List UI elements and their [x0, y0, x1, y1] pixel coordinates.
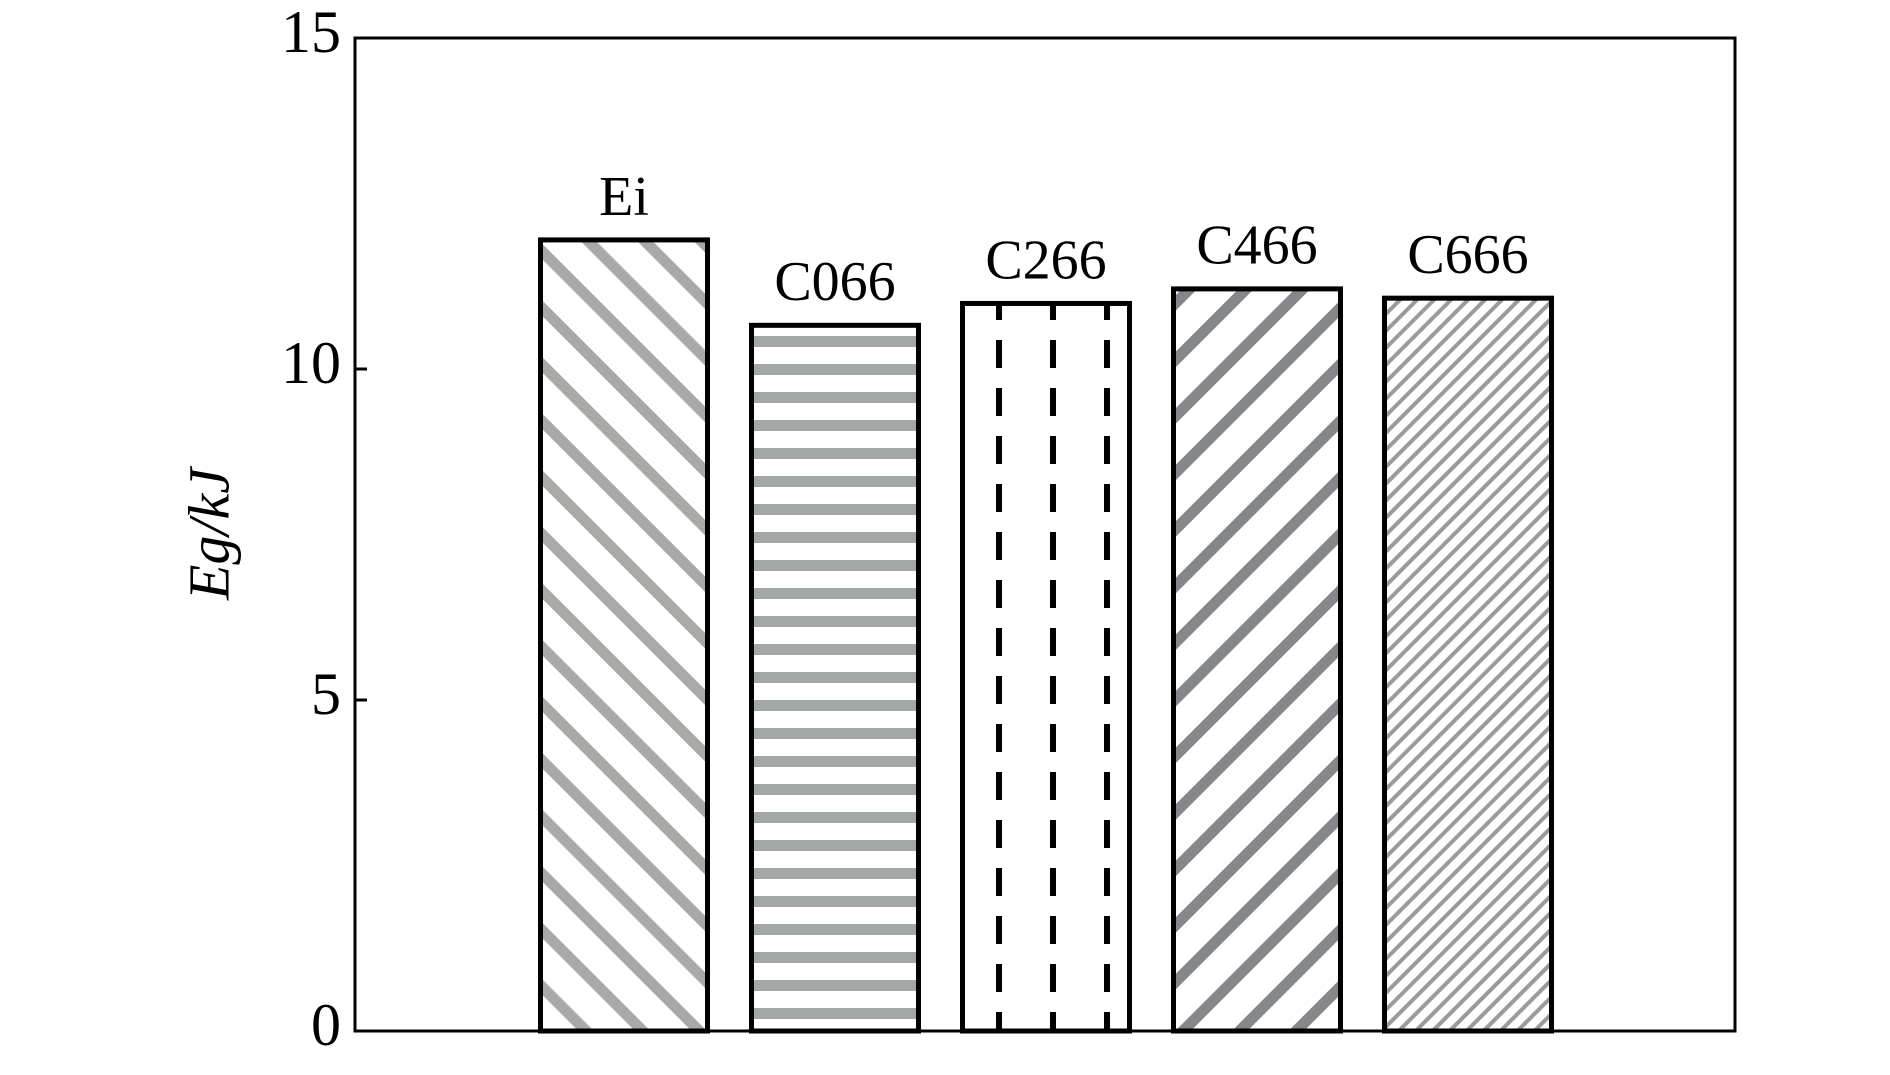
y-tick-label: 5: [311, 661, 341, 727]
bar: [960, 300, 1132, 1034]
bar: [1171, 286, 1343, 1034]
bar: [538, 237, 710, 1034]
y-axis-label: Eg/kJ: [176, 465, 241, 601]
y-tick-label: 10: [281, 330, 341, 396]
bar-label: C666: [1407, 224, 1528, 286]
bar-label: C266: [985, 229, 1106, 291]
y-tick-label: 15: [281, 0, 341, 65]
bar: [749, 322, 921, 1034]
bar-label: Ei: [599, 166, 649, 228]
bar-label: C066: [774, 251, 895, 313]
y-tick-label: 0: [311, 992, 341, 1058]
bar: [1382, 295, 1554, 1034]
bar-label: C466: [1196, 215, 1317, 277]
